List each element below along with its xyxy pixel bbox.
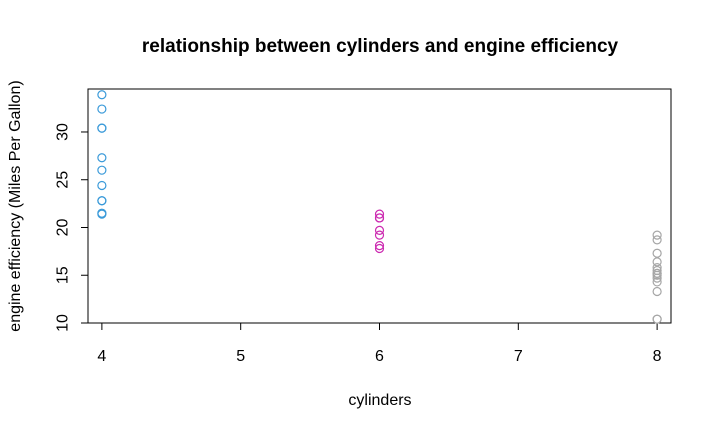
x-tick-label: 7 xyxy=(514,348,523,365)
data-point xyxy=(652,286,662,297)
data-point xyxy=(374,243,385,254)
data-point xyxy=(97,165,107,175)
x-tick-label: 8 xyxy=(653,348,662,365)
chart-title: relationship between cylinders and engin… xyxy=(142,36,619,57)
data-point xyxy=(374,241,385,251)
y-axis: 10 15 20 25 30 xyxy=(55,123,89,332)
data-point xyxy=(97,104,107,114)
y-tick-label: 10 xyxy=(55,314,72,332)
y-axis-label: engine efficiency (Miles Per Gallon) xyxy=(7,80,24,331)
data-point xyxy=(652,235,662,245)
data-point xyxy=(652,273,662,283)
data-point xyxy=(97,153,107,163)
data-point xyxy=(652,314,662,324)
x-tick-label: 5 xyxy=(236,348,245,365)
y-tick-label: 15 xyxy=(55,266,72,284)
plot-frame xyxy=(87,88,672,324)
data-point xyxy=(652,270,662,280)
data-point xyxy=(374,209,385,219)
data-point xyxy=(97,90,107,100)
x-axis-label: cylinders xyxy=(348,392,411,409)
y-tick-label: 30 xyxy=(55,123,72,141)
y-tick-label: 25 xyxy=(55,171,72,189)
data-point xyxy=(97,123,107,133)
y-tick-label: 20 xyxy=(55,218,72,236)
data-point xyxy=(374,213,385,223)
data-point xyxy=(97,209,107,219)
data-point xyxy=(652,230,662,240)
data-point xyxy=(97,196,107,206)
data-point xyxy=(97,180,107,191)
data-point xyxy=(374,230,385,240)
x-axis: 4 5 6 7 8 xyxy=(97,322,662,365)
data-points xyxy=(97,90,662,324)
data-point xyxy=(652,277,662,287)
data-point xyxy=(374,225,385,235)
x-tick-label: 6 xyxy=(375,348,384,365)
x-tick-label: 4 xyxy=(97,348,106,365)
data-point xyxy=(652,248,662,258)
